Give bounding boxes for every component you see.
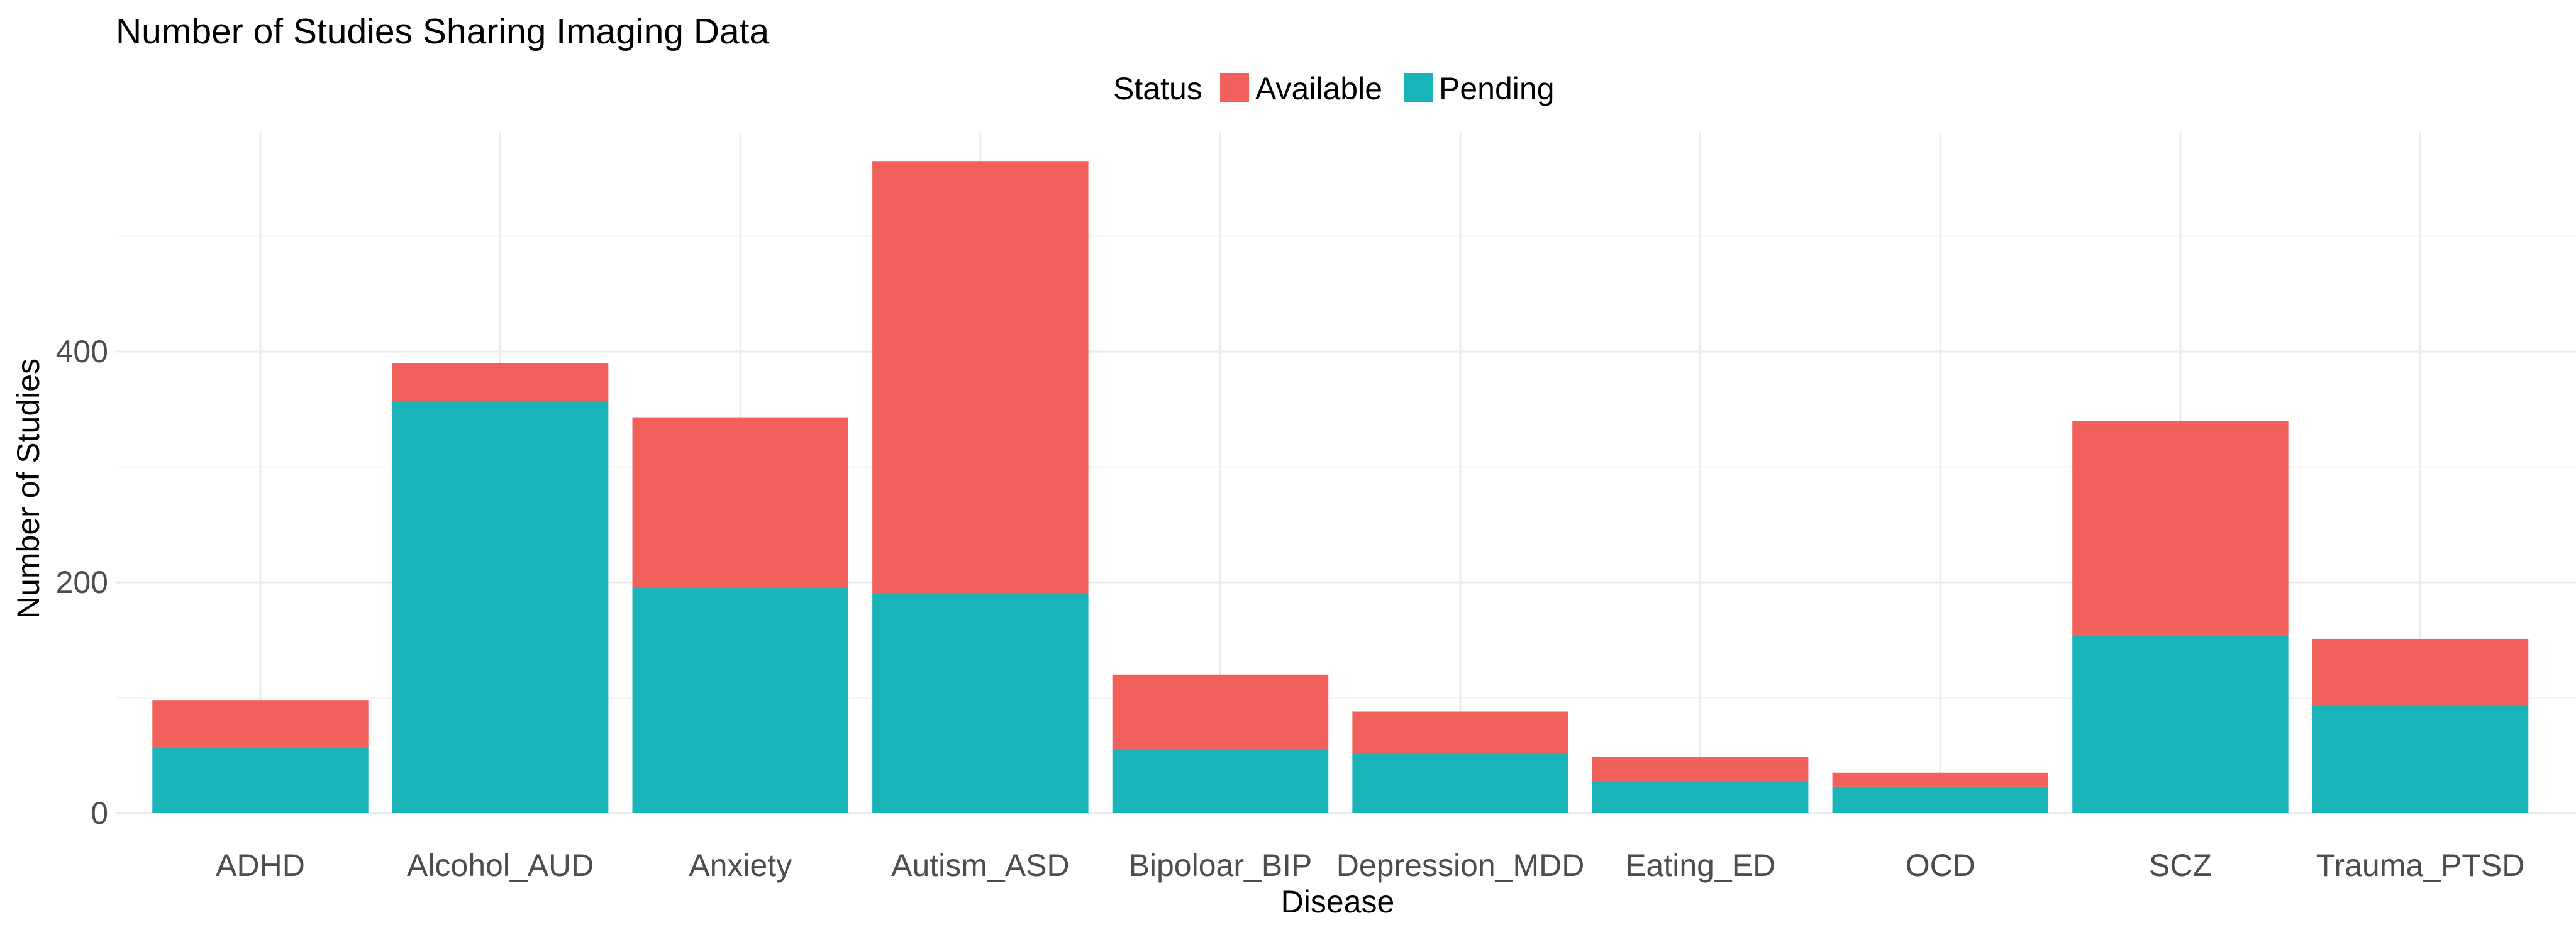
x-tick-label: OCD [1906,848,1975,883]
grid [116,132,2576,814]
bar-available-alcohol_aud [392,363,609,401]
x-tick-label: Eating_ED [1625,848,1775,883]
x-tick-label: Trauma_PTSD [2316,848,2525,883]
x-tick-label: Bipoloar_BIP [1129,848,1313,883]
y-tick-label: 200 [56,565,108,600]
legend: Status Available Pending [1113,71,1555,106]
bar-available-autism_asd [872,161,1089,594]
x-axis-ticks: ADHD Alcohol_AUD Anxiety Autism_ASD Bipoloar… [216,848,2524,883]
bar-pending-trauma_ptsd [2312,706,2529,813]
bar-available-anxiety [632,417,848,587]
x-axis-title: Disease [1281,884,1395,919]
bar-available-scz [2072,421,2289,636]
y-axis-ticks: 0 200 400 [56,334,108,831]
legend-label-available: Available [1255,71,1382,106]
x-tick-label: Autism_ASD [891,848,1069,883]
bar-pending-depression_mdd [1352,753,1568,813]
y-tick-label: 0 [91,796,108,831]
bar-pending-scz [2072,635,2289,813]
bar-available-trauma_ptsd [2312,638,2529,706]
bars [152,161,2529,813]
y-axis-title: Number of Studies [11,358,46,619]
x-tick-label: ADHD [216,848,305,883]
chart-title: Number of Studies Sharing Imaging Data [116,11,770,52]
bar-available-depression_mdd [1352,711,1568,753]
bar-pending-adhd [152,747,369,813]
bar-pending-alcohol_aud [392,401,609,813]
x-tick-label: SCZ [2149,848,2212,883]
y-tick-label: 400 [56,334,108,369]
bar-pending-anxiety [632,587,848,813]
bar-available-ocd [1832,772,2049,787]
bar-available-eating_ed [1592,757,1809,782]
bar-available-adhd [152,700,369,748]
bar-available-bipoloar_bip [1112,674,1329,750]
bar-pending-ocd [1832,786,2049,813]
x-tick-label: Anxiety [689,848,792,883]
bar-pending-eating_ed [1592,782,1809,813]
legend-title: Status [1113,71,1202,106]
x-tick-label: Alcohol_AUD [407,848,594,883]
x-tick-label: Depression_MDD [1336,848,1585,883]
bar-pending-autism_asd [872,594,1089,813]
legend-key-pending [1404,73,1433,102]
legend-key-available [1220,73,1249,102]
legend-label-pending: Pending [1439,71,1555,106]
bar-pending-bipoloar_bip [1112,750,1329,813]
